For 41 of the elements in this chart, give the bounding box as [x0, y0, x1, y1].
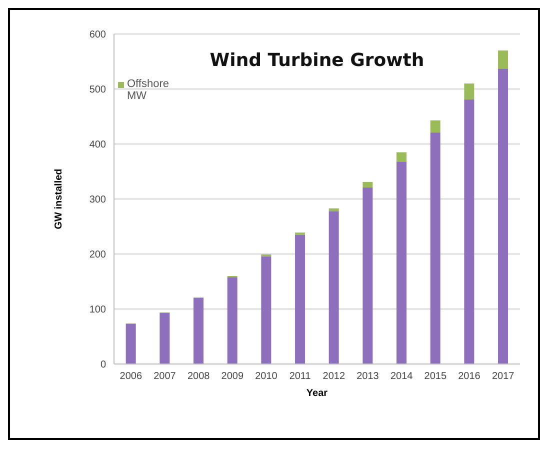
bar	[430, 132, 440, 364]
x-tick-label: 2007	[154, 371, 176, 382]
x-tick-label: 2015	[424, 371, 447, 382]
x-tick-label: 2016	[458, 371, 481, 382]
y-tick-label: 600	[89, 30, 106, 41]
bar	[498, 68, 508, 364]
y-tick-label: 400	[89, 140, 106, 151]
bar	[464, 99, 474, 364]
bar	[498, 50, 508, 69]
y-tick-label: 100	[89, 304, 106, 316]
legend-label: Offshore MW	[127, 78, 170, 102]
y-axis-title: GW installed	[54, 168, 65, 230]
x-tick-label: 2011	[289, 371, 312, 382]
x-tick-label: 2006	[120, 371, 142, 382]
bar	[396, 152, 407, 162]
y-tick-label: 200	[89, 250, 106, 261]
y-tick-label: 0	[100, 360, 106, 371]
bar	[160, 312, 170, 364]
x-tick-label: 2008	[187, 371, 210, 382]
x-tick-label: 2010	[255, 371, 278, 382]
x-axis-title: Year	[306, 388, 328, 399]
x-tick-label: 2012	[322, 371, 346, 382]
bar	[362, 182, 373, 188]
bar	[362, 187, 373, 364]
bar	[194, 298, 204, 364]
bar	[464, 84, 474, 100]
bar	[328, 208, 339, 212]
bar	[126, 324, 136, 364]
bar	[261, 256, 272, 364]
x-tick-label: 2014	[390, 371, 414, 382]
y-tick-label: 300	[89, 194, 106, 206]
x-tick-label: 2017	[492, 371, 515, 382]
bar	[328, 211, 339, 364]
x-tick-label: 2013	[356, 371, 380, 382]
bar	[430, 120, 440, 132]
x-tick-label: 2009	[221, 371, 244, 382]
bar	[227, 277, 238, 364]
bar	[295, 234, 306, 364]
bar	[396, 162, 407, 364]
y-tick-label: 500	[89, 84, 106, 96]
text: Wind Turbine Growth	[208, 50, 426, 71]
